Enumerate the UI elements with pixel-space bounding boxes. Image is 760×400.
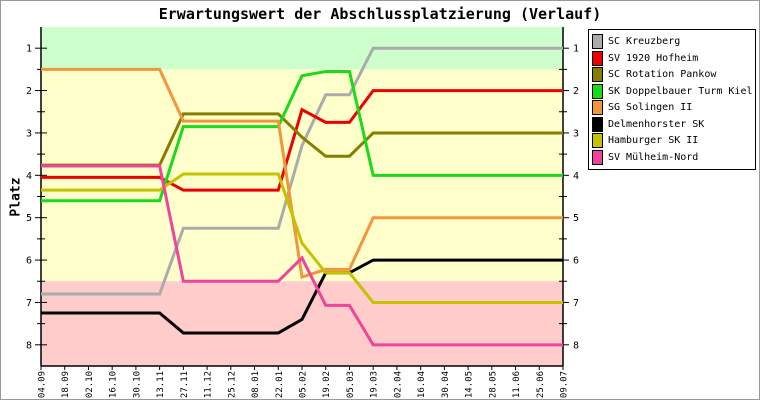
x-tick-label: 19.03 [370,371,380,398]
legend-item: SG Solingen II [589,100,755,117]
legend-box: SC Kreuzberg SV 1920 Hofheim SC Rotation P… [588,29,756,170]
legend-label: SV 1920 Hofheim [608,52,699,64]
x-tick-label: 22.01 [275,371,285,398]
x-tick-label: 02.10 [85,371,95,398]
legend-label: Delmenhorster SK [608,118,705,130]
legend-swatch-icon [592,83,603,99]
legend-item: Delmenhorster SK [589,116,755,133]
y-tick-label-right: 8 [573,340,579,351]
x-tick-label: 04.09 [38,371,48,398]
y-tick-label-left: 6 [26,256,32,267]
x-tick-label: 05.02 [299,371,309,398]
x-tick-label: 08.01 [251,371,261,398]
legend-label: SV Mülheim-Nord [608,152,699,164]
y-tick-label-right: 6 [573,256,579,267]
y-tick-label-left: 2 [26,86,32,97]
legend-swatch-icon [592,50,603,66]
legend-label: SG Solingen II [608,102,693,114]
y-tick-label-right: 3 [573,128,579,139]
legend-item: SV Mülheim-Nord [589,149,755,166]
legend-item: SC Rotation Pankow [589,66,755,83]
x-tick-label: 13.11 [156,371,166,398]
y-tick-label-left: 5 [26,213,32,224]
x-tick-label: 09.07 [560,371,570,398]
y-tick-label-left: 8 [26,340,32,351]
legend-swatch-icon [592,67,603,83]
x-tick-label: 19.02 [322,371,332,398]
x-tick-label: 28.05 [488,371,498,398]
x-tick-label: 25.06 [536,371,546,398]
legend-swatch-icon [592,116,603,132]
y-tick-label-left: 1 [26,44,32,55]
x-tick-label: 11.12 [204,371,214,398]
x-tick-label: 27.11 [180,371,190,398]
x-tick-label: 30.10 [132,371,142,398]
x-tick-label: 14.05 [465,371,475,398]
legend-swatch-icon [592,150,603,166]
legend-label: Hamburger SK II [608,135,699,147]
legend-item: Hamburger SK II [589,133,755,150]
legend-swatch-icon [592,100,603,116]
y-tick-label-left: 3 [26,128,32,139]
legend-swatch-icon [592,133,603,149]
y-tick-label-right: 2 [573,86,579,97]
series-line-hamburger-sk-ii [41,172,563,304]
y-tick-label-right: 7 [573,298,579,309]
y-tick-label-right: 4 [573,171,579,182]
series-line-sg-solingen-ii [41,67,563,279]
legend-swatch-icon [592,33,603,49]
x-tick-label: 18.09 [61,371,71,398]
series-line-sv-1920-hofheim [41,89,563,192]
y-tick-label-left: 4 [26,171,32,182]
legend-label: SK Doppelbauer Turm Kiel [608,85,753,97]
series-line-delmenhorster-sk [41,258,563,335]
y-tick-label-left: 7 [26,298,32,309]
x-tick-label: 02.04 [393,371,403,398]
series-line-sk-doppelbauer-turm-kiel [41,69,563,203]
legend-item: SK Doppelbauer Turm Kiel [589,83,755,100]
series-line-sc-kreuzberg [41,46,563,296]
x-tick-label: 05.03 [346,371,356,398]
series-line-sv-mülheim-nord [41,164,563,347]
x-tick-label: 11.06 [512,371,522,398]
x-tick-label: 16.04 [417,371,427,398]
legend-label: SC Rotation Pankow [608,69,717,81]
legend-item: SC Kreuzberg [589,33,755,50]
legend-item: SV 1920 Hofheim [589,50,755,67]
legend-label: SC Kreuzberg [608,35,681,47]
x-tick-label: 25.12 [227,371,237,398]
y-tick-label-right: 1 [573,44,579,55]
x-tick-label: 30.04 [441,371,451,398]
chart-title: Erwartungswert der Abschlussplatzierung … [158,5,602,23]
y-tick-label-right: 5 [573,213,579,224]
x-tick-label: 16.10 [109,371,119,398]
